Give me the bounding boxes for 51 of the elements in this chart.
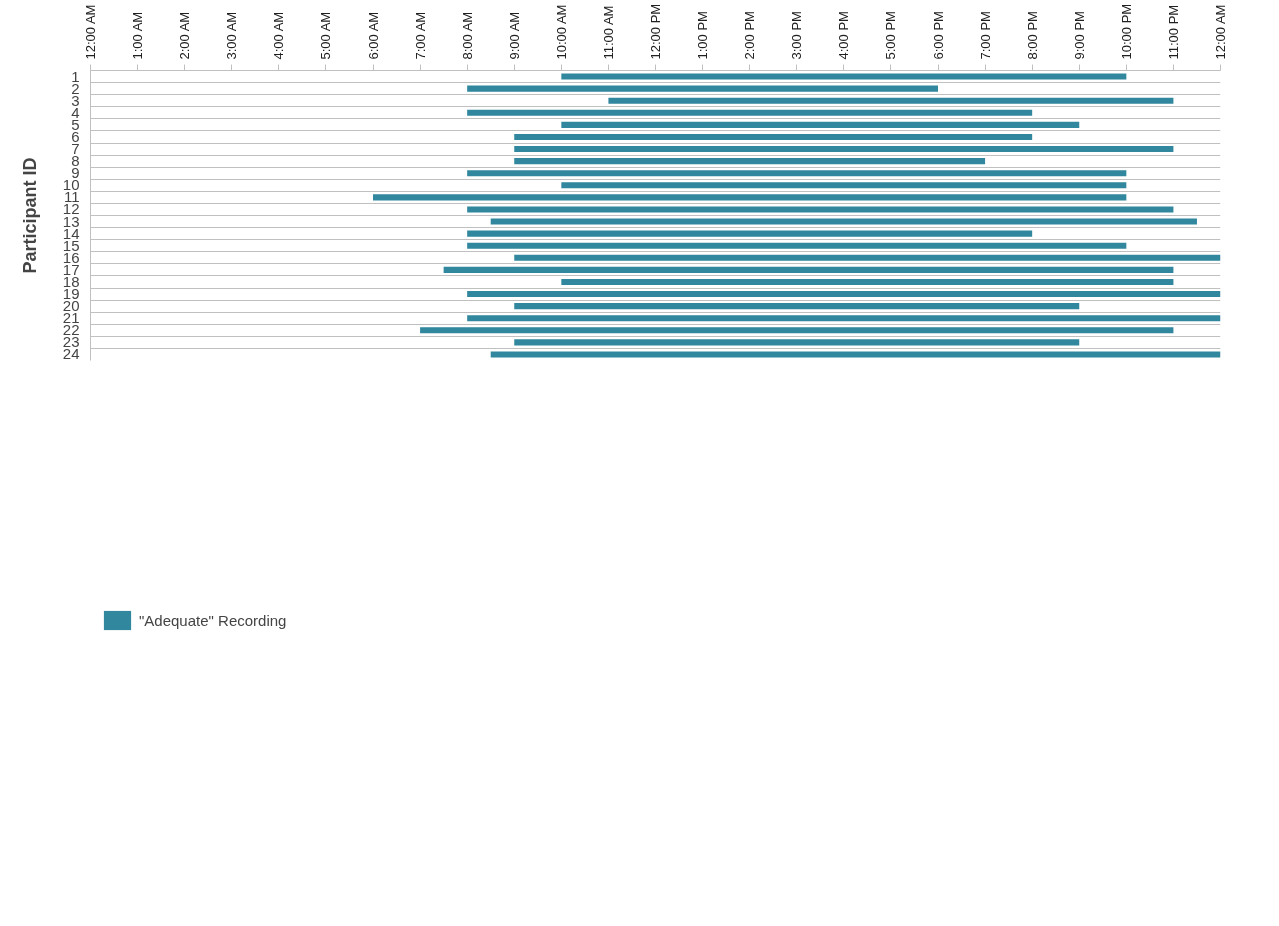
- legend-label: "Adequate" Recording: [139, 611, 287, 629]
- x-tick-label: 8:00 AM: [459, 11, 475, 60]
- x-tick-label: 11:00 AM: [600, 5, 616, 60]
- x-tick-label: 12:00 PM: [648, 3, 663, 60]
- bar: [514, 146, 1174, 153]
- x-tick-label: 2:00 AM: [177, 11, 193, 60]
- x-tick-label: 10:00 PM: [1118, 3, 1134, 60]
- bar: [514, 133, 1033, 140]
- bar: [467, 242, 1127, 249]
- bar: [514, 303, 1080, 310]
- bar: [373, 194, 1127, 201]
- x-tick-label: 10:00 AM: [553, 4, 569, 60]
- x-tick-label: 6:00 AM: [365, 11, 381, 60]
- bar: [514, 339, 1080, 346]
- bar: [420, 327, 1174, 334]
- bar: [467, 85, 938, 92]
- bar: [514, 254, 1221, 261]
- bar: [608, 97, 1174, 104]
- bar: [467, 109, 1033, 116]
- bar: [467, 230, 1033, 237]
- x-tick-label: 6:00 PM: [930, 11, 946, 60]
- x-tick-label: 9:00 AM: [506, 11, 522, 60]
- x-tick-label: 9:00 PM: [1071, 11, 1087, 60]
- bar: [561, 73, 1127, 80]
- bar: [490, 351, 1221, 358]
- bar: [467, 170, 1127, 177]
- x-tick-label: 5:00 PM: [883, 11, 899, 60]
- x-tick-label: 12:00 AM: [83, 4, 98, 60]
- bar: [561, 121, 1080, 128]
- x-tick-label: 7:00 PM: [977, 11, 993, 60]
- bar: [561, 278, 1174, 285]
- x-tick-label: 8:00 PM: [1024, 11, 1040, 60]
- x-tick-label: 5:00 AM: [318, 11, 334, 60]
- x-tick-label: 11:00 PM: [1165, 4, 1181, 60]
- x-tick-label: 1:00 PM: [695, 11, 711, 60]
- bar: [443, 266, 1174, 273]
- x-tick-label: 4:00 AM: [271, 11, 287, 60]
- bar: [490, 218, 1197, 225]
- bar: [467, 206, 1174, 213]
- x-tick-label: 7:00 AM: [412, 11, 428, 60]
- x-tick-label: 2:00 PM: [742, 11, 758, 60]
- bar: [514, 158, 986, 165]
- bar: [467, 291, 1221, 298]
- x-tick-label: 3:00 PM: [789, 11, 805, 60]
- x-tick-label: 1:00 AM: [130, 11, 146, 60]
- bar: [561, 182, 1127, 189]
- bar: [467, 315, 1221, 322]
- x-tick-label: 3:00 AM: [224, 11, 240, 60]
- y-axis-title: Participant ID: [19, 157, 40, 274]
- x-tick-label: 4:00 PM: [836, 11, 852, 60]
- x-tick-label: 12:00 AM: [1213, 4, 1228, 60]
